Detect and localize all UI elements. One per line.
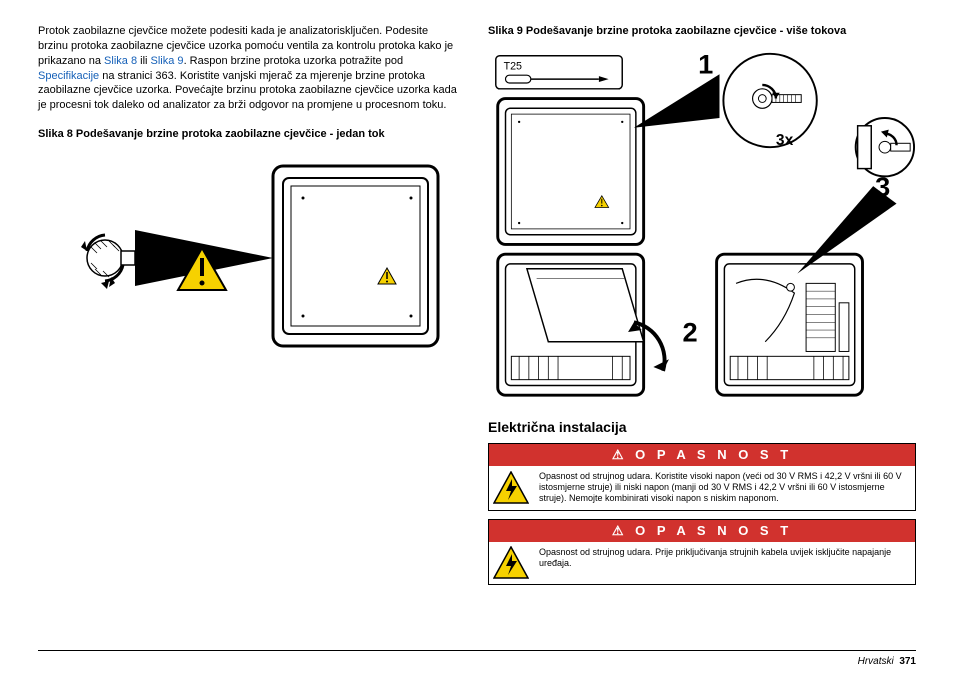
figure8-image bbox=[38, 148, 458, 378]
footer-rule bbox=[38, 650, 916, 651]
intro-paragraph: Protok zaobilazne cjevčice možete podesi… bbox=[38, 24, 458, 113]
step2-label: 2 bbox=[683, 317, 698, 348]
danger-header-1: ⚠ O P A S N O S T bbox=[489, 444, 915, 466]
danger-box-1: ⚠ O P A S N O S T Opasnost od strujnog u… bbox=[488, 443, 916, 511]
electric-hazard-icon bbox=[489, 542, 533, 584]
intro-text-3: na stranici 363. Koristite vanjski mjera… bbox=[38, 70, 457, 112]
danger-text-2: Opasnost od strujnog udara. Prije priklj… bbox=[533, 542, 915, 584]
danger-header-text-2: O P A S N O S T bbox=[635, 523, 792, 538]
danger-text-1: Opasnost od strujnog udara. Koristite vi… bbox=[533, 466, 915, 510]
step1-count: 3x bbox=[776, 132, 794, 149]
tool-label: T25 bbox=[504, 60, 522, 72]
intro-between: ili bbox=[137, 55, 150, 67]
electric-hazard-icon bbox=[489, 466, 533, 510]
warn-triangle-icon: ⚠ bbox=[612, 523, 628, 538]
danger-box-2: ⚠ O P A S N O S T Opasnost od strujnog u… bbox=[488, 519, 916, 585]
danger-header-2: ⚠ O P A S N O S T bbox=[489, 520, 915, 542]
intro-text-2: . Raspon brzine protoka uzorka potražite… bbox=[184, 55, 404, 67]
link-specifikacije[interactable]: Specifikacije bbox=[38, 70, 99, 82]
figure9-caption: Slika 9 Podešavanje brzine protoka zaobi… bbox=[488, 24, 916, 39]
link-slika8[interactable]: Slika 8 bbox=[104, 55, 137, 67]
footer-page: 371 bbox=[899, 656, 916, 667]
footer-language: Hrvatski bbox=[858, 656, 894, 667]
page-footer: Hrvatski 371 bbox=[858, 656, 916, 667]
section-title: Električna instalacija bbox=[488, 419, 916, 435]
figure9-image: T25 1 bbox=[488, 45, 916, 405]
danger-header-text-1: O P A S N O S T bbox=[635, 447, 792, 462]
warn-triangle-icon: ⚠ bbox=[612, 447, 628, 462]
link-slika9[interactable]: Slika 9 bbox=[151, 55, 184, 67]
step1-label: 1 bbox=[698, 48, 713, 79]
figure8-caption: Slika 8 Podešavanje brzine protoka zaobi… bbox=[38, 127, 458, 142]
